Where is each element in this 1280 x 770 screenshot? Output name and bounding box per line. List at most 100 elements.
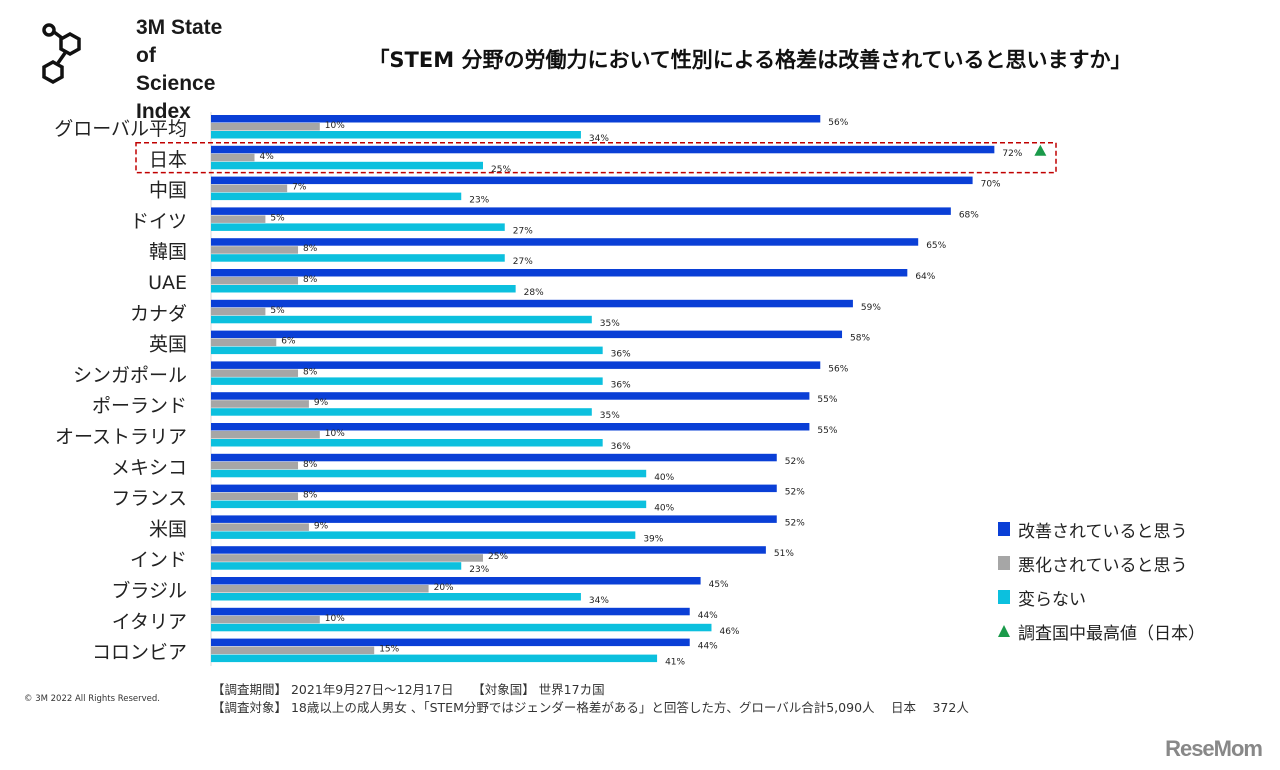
data-label: 65% <box>926 241 946 251</box>
survey-target: 【調査対象】 18歳以上の成人男女 、「STEM分野ではジェンダー格差がある」と… <box>212 700 969 715</box>
data-label: 72% <box>1002 149 1022 159</box>
category-label: コロンビア <box>92 642 187 664</box>
bar-improved <box>211 607 690 616</box>
data-label: 59% <box>861 303 881 313</box>
data-label: 6% <box>281 337 296 347</box>
legend-item-improved: 改善されていると思う <box>998 512 1205 546</box>
data-label: 8% <box>303 275 318 285</box>
bar-unchanged <box>211 623 712 632</box>
bar-improved <box>211 145 995 154</box>
data-label: 35% <box>600 319 620 329</box>
data-label: 40% <box>654 504 674 514</box>
bar-worsened <box>211 400 309 408</box>
data-label: 5% <box>270 306 285 316</box>
bar-improved <box>211 638 690 647</box>
data-label: 45% <box>709 580 729 590</box>
category-label: UAE <box>148 272 187 294</box>
data-label: 34% <box>589 596 609 606</box>
data-label: 15% <box>379 645 399 655</box>
logo-line-3: Index <box>136 100 191 123</box>
data-label: 55% <box>817 426 837 436</box>
data-label: 46% <box>719 627 739 637</box>
bar-improved <box>211 238 919 246</box>
data-label: 27% <box>513 226 533 236</box>
data-label: 70% <box>981 180 1001 190</box>
legend-label: 改善されていると思う <box>1018 521 1188 542</box>
data-label: 4% <box>260 152 275 162</box>
triangle-icon <box>998 625 1010 637</box>
bar-worsened <box>211 153 255 162</box>
legend-label: 変らない <box>1018 589 1086 610</box>
category-label: シンガポール <box>73 364 187 386</box>
data-label: 39% <box>643 534 663 544</box>
data-label: 8% <box>303 367 318 377</box>
category-label: グローバル平均 <box>54 118 187 140</box>
bar-worsened <box>211 646 375 655</box>
category-label: フランス <box>111 488 187 510</box>
bar-worsened <box>211 184 288 193</box>
survey-notes: 【調査期間】 2021年9月27日～12月17日 【対象国】 世界17カ国 【調… <box>212 681 969 717</box>
data-label: 20% <box>434 583 454 593</box>
copyright: © 3M 2022 All Rights Reserved. <box>24 694 160 704</box>
bar-unchanged <box>211 192 462 201</box>
category-label: メキシコ <box>111 457 187 479</box>
data-label: 52% <box>785 457 805 467</box>
data-label: 9% <box>314 521 329 531</box>
bar-worsened <box>211 554 483 562</box>
bar-improved <box>211 115 821 123</box>
bar-improved <box>211 423 810 431</box>
legend-item-unchanged: 変らない <box>998 580 1205 614</box>
bar-improved <box>211 577 701 585</box>
data-label: 8% <box>303 491 318 501</box>
bar-improved <box>211 299 853 308</box>
bar-unchanged <box>211 315 592 324</box>
category-label: 米国 <box>149 518 187 540</box>
legend-item-highest: 調査国中最高値（日本） <box>998 614 1205 648</box>
bar-worsened <box>211 369 299 377</box>
bar-unchanged <box>211 285 516 293</box>
data-label: 10% <box>325 121 345 131</box>
data-label: 44% <box>698 642 718 652</box>
bar-unchanged <box>211 408 592 416</box>
data-label: 28% <box>524 288 544 298</box>
data-label: 68% <box>959 210 979 220</box>
molecule-icon <box>42 23 81 85</box>
legend-swatch <box>998 590 1010 604</box>
category-label: イタリア <box>112 611 187 633</box>
category-label: 韓国 <box>149 241 187 263</box>
bar-improved <box>211 546 766 554</box>
category-label: 英国 <box>149 334 187 356</box>
data-label: 64% <box>915 272 935 282</box>
bar-unchanged <box>211 254 505 262</box>
bar-unchanged <box>211 377 603 385</box>
data-label: 25% <box>491 165 511 175</box>
resemom-logo: ReseMom <box>1165 736 1263 761</box>
bar-unchanged <box>211 131 581 139</box>
bar-improved <box>211 453 777 462</box>
legend-swatch <box>998 556 1010 570</box>
bar-worsened <box>211 585 429 593</box>
data-label: 56% <box>828 118 848 128</box>
bar-unchanged <box>211 346 603 355</box>
bar-worsened <box>211 338 277 347</box>
bar-improved <box>211 330 843 339</box>
bar-improved <box>211 392 810 400</box>
legend-item-worsened: 悪化されていると思う <box>998 546 1205 580</box>
bar-worsened <box>211 123 320 131</box>
category-label: ブラジル <box>111 579 187 602</box>
data-label: 36% <box>611 350 631 360</box>
data-label: 56% <box>828 364 848 374</box>
data-label: 8% <box>303 244 318 254</box>
legend-swatch <box>998 522 1010 536</box>
survey-period: 【調査期間】 2021年9月27日～12月17日 【対象国】 世界17カ国 <box>212 682 605 697</box>
category-label: オーストラリア <box>55 426 187 448</box>
data-label: 52% <box>785 488 805 498</box>
legend-label: 調査国中最高値（日本） <box>1018 623 1205 644</box>
category-label: インド <box>130 549 187 571</box>
bar-worsened <box>211 431 320 439</box>
data-label: 8% <box>303 460 318 470</box>
bar-improved <box>211 176 973 185</box>
category-label: 日本 <box>149 149 187 171</box>
bar-unchanged <box>211 593 581 601</box>
bar-unchanged <box>211 161 483 170</box>
